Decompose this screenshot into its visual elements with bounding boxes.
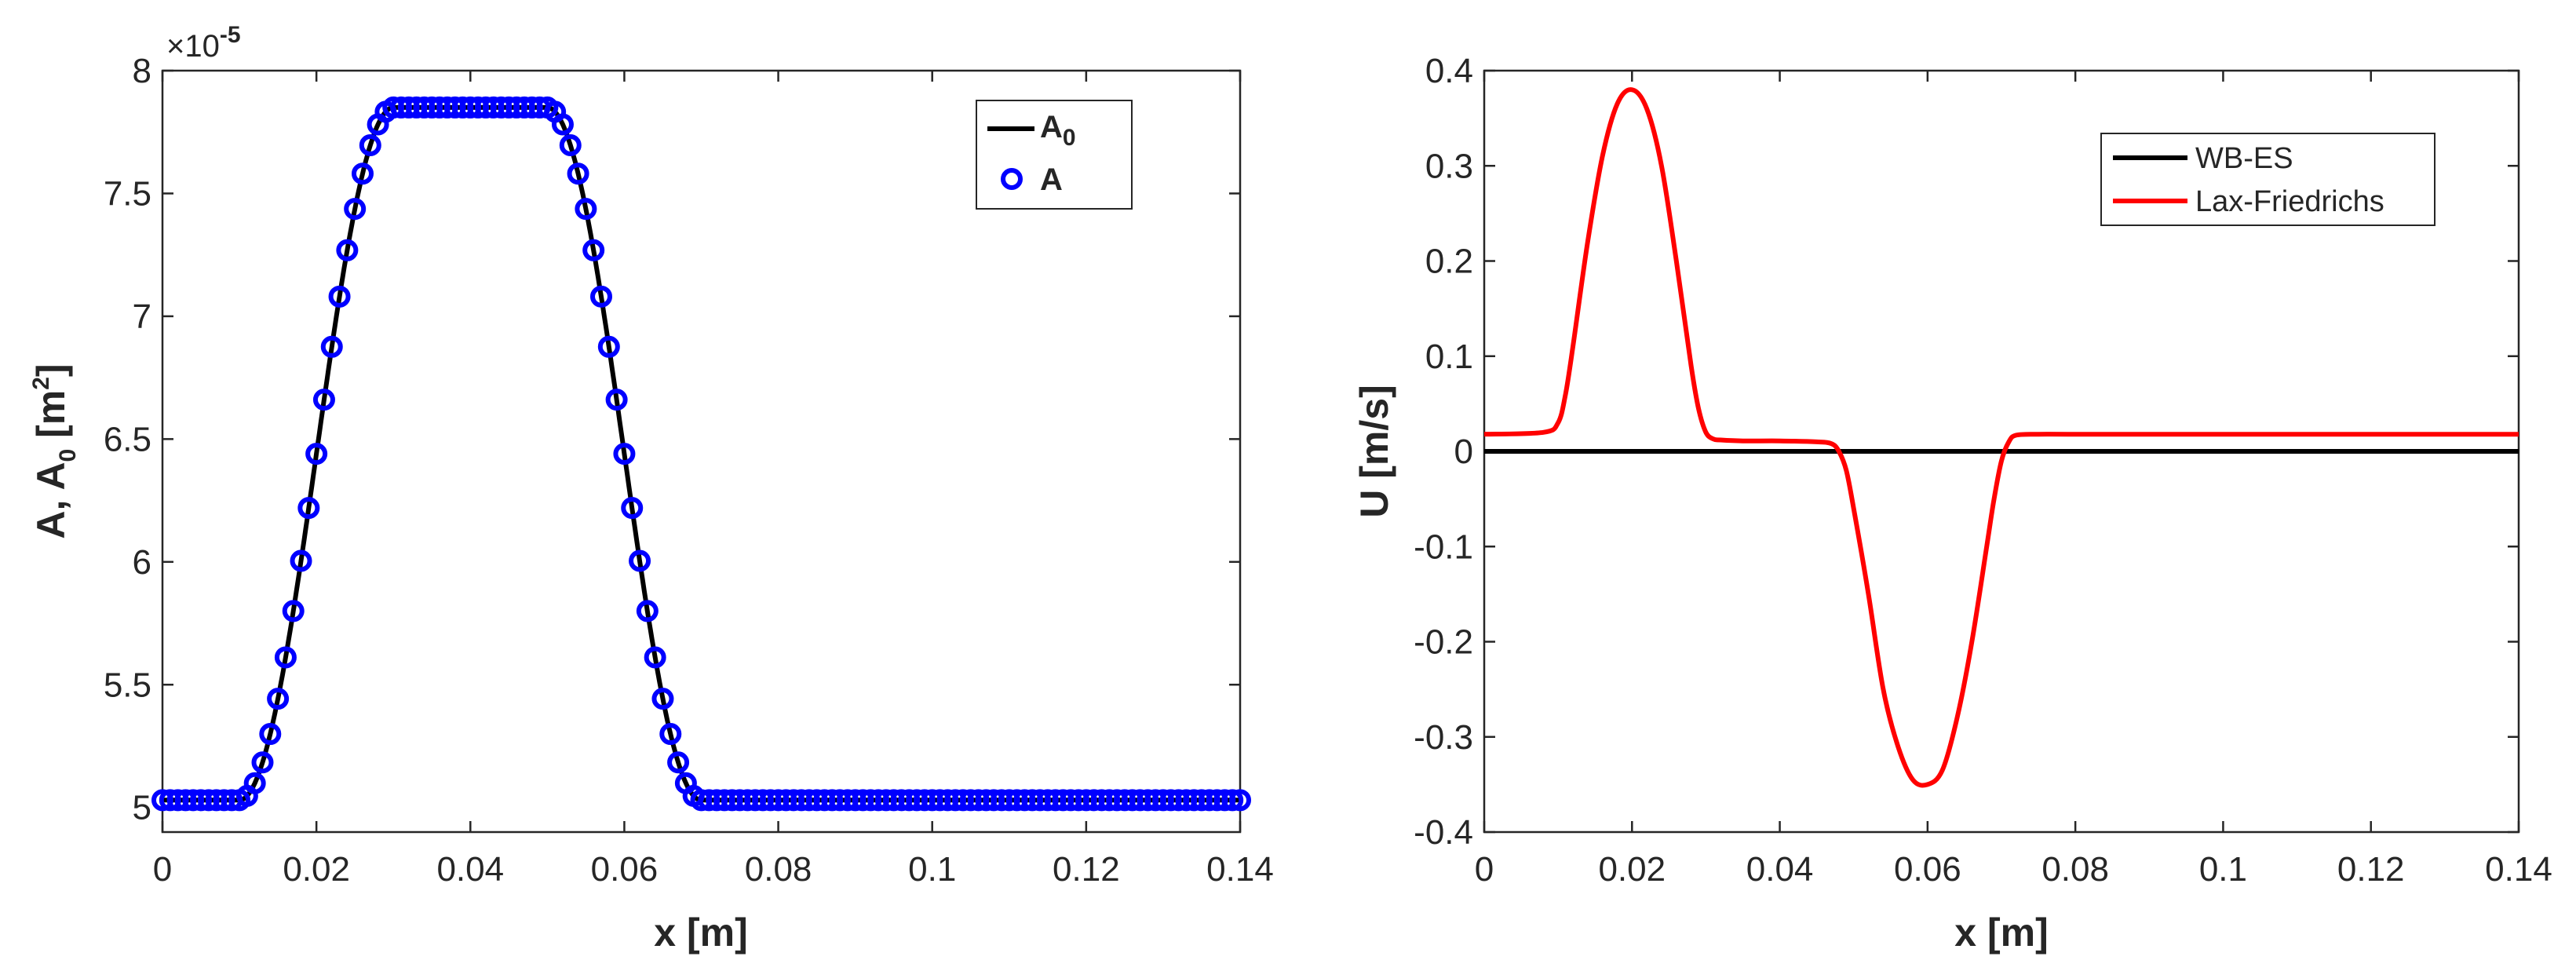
right-y-tick-label: 0 <box>1454 433 1473 471</box>
left-y-tick-label: 5 <box>133 789 151 827</box>
right-x-tick-label: 0.1 <box>2199 850 2247 889</box>
right-series-lax-friedrichs-line <box>1483 87 2519 788</box>
right-x-tick-label: 0.14 <box>2485 850 2552 889</box>
right-y-axis: -0.4 -0.3 -0.2 -0.1 0 0.1 0.2 0.3 0.4 <box>1414 52 2519 852</box>
left-marker-point <box>667 751 690 774</box>
left-x-tick-label: 0.14 <box>1206 850 1274 889</box>
left-y-tick-label: 7.5 <box>104 174 151 213</box>
left-marker-point <box>359 134 381 157</box>
left-y-axis-label: A, A0 [m2] <box>28 363 81 538</box>
right-y-tick-label: 0.3 <box>1425 147 1473 185</box>
left-marker-point <box>629 549 651 572</box>
left-y-tick-label: 5.5 <box>104 666 151 704</box>
left-marker-point <box>644 646 666 669</box>
left-marker-point <box>312 389 335 411</box>
left-x-axis-label: x [m] <box>654 911 747 955</box>
right-x-tick-label: 0.02 <box>1598 850 1666 889</box>
left-x-tick-label: 0 <box>153 850 172 889</box>
left-marker-point <box>582 239 605 261</box>
left-marker-point <box>613 443 636 465</box>
left-plot: 0 0.02 0.04 0.06 0.08 0.1 0.12 0.14 5 5.5 6 6.5 7 7.… <box>28 22 1274 955</box>
left-marker-point <box>259 723 282 746</box>
left-marker-point <box>636 600 659 622</box>
left-marker-point <box>344 198 367 221</box>
left-marker-point <box>651 688 674 710</box>
left-x-axis: 0 0.02 0.04 0.06 0.08 0.1 0.12 0.14 <box>153 71 1274 889</box>
right-series-group <box>1483 87 2519 788</box>
left-marker-point <box>605 389 628 411</box>
left-marker-point <box>590 285 613 308</box>
left-marker-point <box>267 688 290 710</box>
left-marker-point <box>567 162 589 185</box>
left-marker-point <box>1221 789 1244 812</box>
left-x-tick-label: 0.1 <box>908 850 956 889</box>
left-y-axis: 5 5.5 6 6.5 7 7.5 8 <box>104 52 1240 827</box>
left-marker-point <box>282 600 305 622</box>
left-legend-swatch-a <box>1001 168 1023 190</box>
right-y-tick-label: -0.4 <box>1414 813 1473 852</box>
right-y-tick-label: -0.2 <box>1414 623 1473 662</box>
right-legend: WB-ES Lax-Friedrichs <box>2100 133 2436 226</box>
left-marker-point <box>297 497 320 520</box>
left-marker-point <box>351 162 374 185</box>
left-marker-point <box>551 113 574 136</box>
left-x-tick-label: 0.08 <box>745 850 812 889</box>
left-legend-label-a0: A0 <box>1040 110 1076 151</box>
right-y-tick-label: 0.1 <box>1425 338 1473 376</box>
left-marker-point <box>274 646 297 669</box>
right-legend-label-wb-es: WB-ES <box>2195 142 2293 175</box>
left-marker-point <box>243 772 266 794</box>
left-y-tick-label: 6.5 <box>104 420 151 458</box>
left-marker-point <box>336 239 359 261</box>
left-legend-label-a: A <box>1040 162 1063 197</box>
left-series-a-markers <box>151 96 1251 812</box>
left-y-tick-label: 7 <box>133 298 151 336</box>
right-x-tick-label: 0.06 <box>1894 850 1961 889</box>
left-marker-point <box>597 335 620 358</box>
right-x-axis: 0 0.02 0.04 0.06 0.08 0.1 0.12 0.14 <box>1475 71 2552 889</box>
left-marker-point <box>1229 789 1251 812</box>
left-series-group <box>151 96 1251 812</box>
left-x-tick-label: 0.02 <box>283 850 350 889</box>
right-y-tick-label: 0.4 <box>1425 52 1473 90</box>
right-plot: 0 0.02 0.04 0.06 0.08 0.1 0.12 0.14 -0.4-0.3-0.… <box>1352 52 2552 955</box>
right-x-axis-label: x [m] <box>1954 911 2048 955</box>
right-x-tick-label: 0.04 <box>1746 850 1814 889</box>
left-marker-point <box>290 549 312 572</box>
left-legend: A0 A <box>976 100 1133 210</box>
right-y-tick-label: -0.3 <box>1414 718 1473 757</box>
left-marker-point <box>251 751 274 774</box>
left-marker-point <box>559 134 582 157</box>
left-marker-point <box>320 335 343 358</box>
left-marker-point <box>328 285 351 308</box>
left-marker-point <box>621 497 644 520</box>
right-y-tick-label: -0.1 <box>1414 527 1473 566</box>
left-y-tick-label: 8 <box>133 52 151 90</box>
left-exponent-label: ×10-5 <box>166 22 241 64</box>
right-x-tick-label: 0 <box>1475 850 1494 889</box>
left-marker-point <box>659 723 682 746</box>
right-legend-box <box>2100 133 2436 226</box>
left-legend-box <box>976 100 1133 210</box>
left-marker-point <box>305 443 328 465</box>
right-y-tick-label: 0.2 <box>1425 243 1473 281</box>
left-x-tick-label: 0.06 <box>591 850 659 889</box>
right-x-tick-label: 0.12 <box>2337 850 2405 889</box>
right-x-tick-label: 0.08 <box>2041 850 2109 889</box>
left-marker-point <box>575 198 597 221</box>
right-legend-label-lax-friedrichs: Lax-Friedrichs <box>2195 185 2384 218</box>
left-y-tick-label: 6 <box>133 543 151 582</box>
left-x-tick-label: 0.04 <box>436 850 504 889</box>
right-y-axis-label: U [m/s] <box>1352 385 1396 517</box>
left-x-tick-label: 0.12 <box>1053 850 1120 889</box>
